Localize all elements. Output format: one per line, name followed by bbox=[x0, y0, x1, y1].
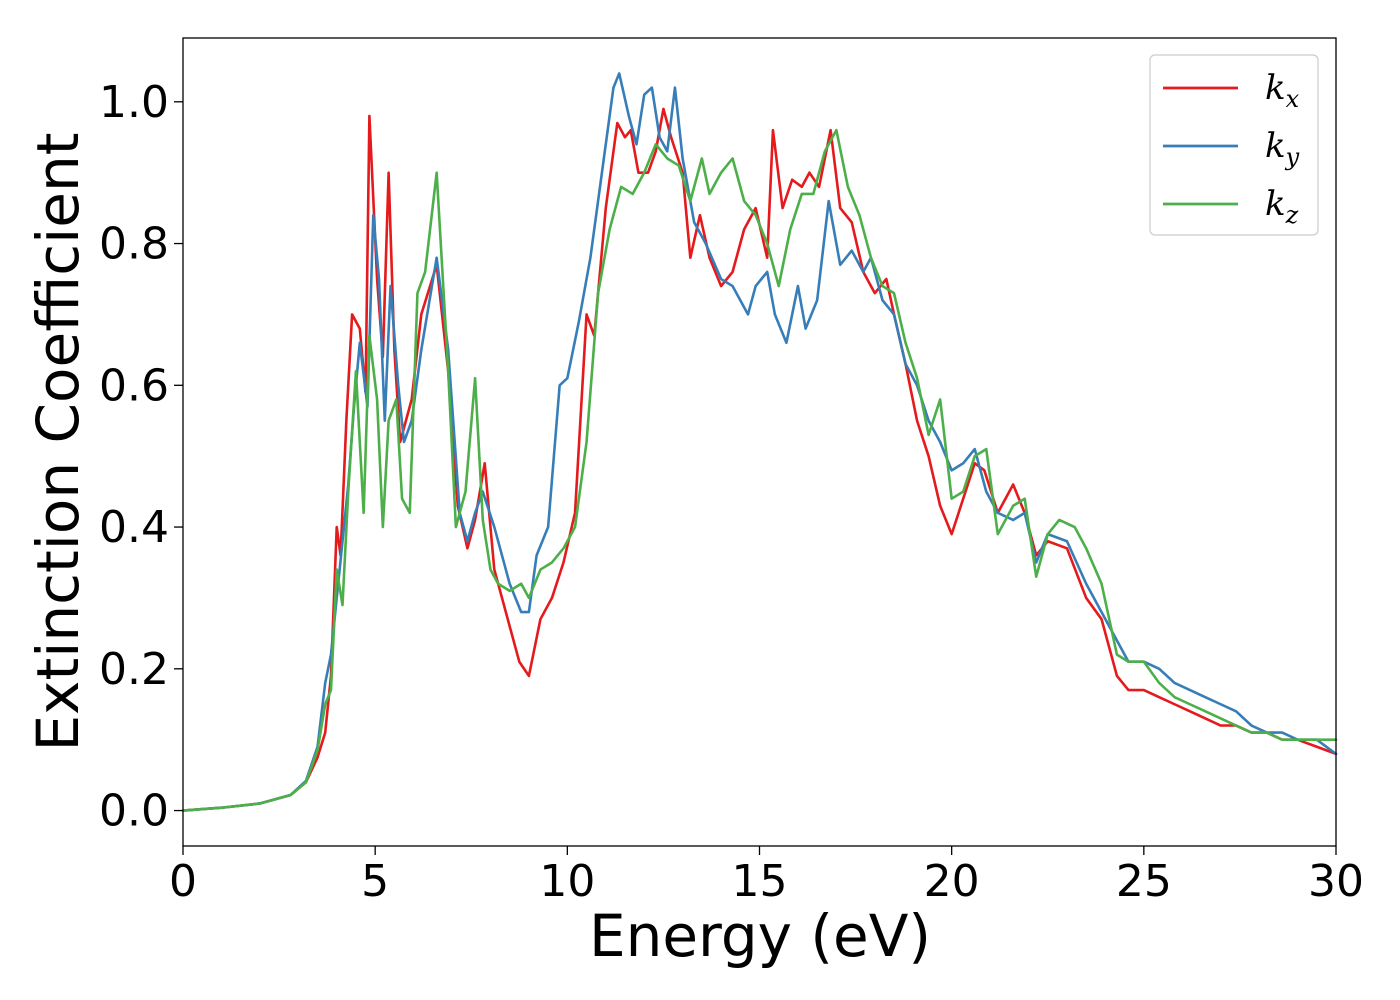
y-tick-label: 0.0 bbox=[99, 786, 169, 837]
legend-label-ky: ky bbox=[1265, 126, 1300, 171]
legend-label-kz: kz bbox=[1265, 184, 1299, 229]
x-tick-label: 30 bbox=[1308, 856, 1364, 907]
series-line-kx bbox=[181, 107, 1338, 812]
legend-items: kx ky kz bbox=[1163, 68, 1300, 229]
y-axis-label: Extinction Coefficient bbox=[24, 133, 92, 752]
legend: kx ky kz bbox=[1149, 54, 1319, 236]
y-tick-label: 1.0 bbox=[99, 77, 169, 128]
series-line-kz bbox=[181, 128, 1338, 812]
x-tick-label: 10 bbox=[539, 856, 595, 907]
x-tick-label: 25 bbox=[1116, 856, 1172, 907]
x-tick-label: 0 bbox=[169, 856, 197, 907]
x-tick-label: 15 bbox=[732, 856, 788, 907]
x-axis-ticks: 0 5 10 15 20 25 30 bbox=[169, 846, 1364, 907]
series-line-ky bbox=[181, 72, 1338, 812]
legend-label-kx: kx bbox=[1265, 68, 1300, 113]
x-axis-label: Energy (eV) bbox=[589, 902, 931, 970]
x-tick-label: 20 bbox=[924, 856, 980, 907]
y-axis-ticks: 0.0 0.2 0.4 0.6 0.8 1.0 bbox=[99, 77, 183, 837]
plot-lines bbox=[181, 72, 1338, 812]
y-tick-label: 0.4 bbox=[99, 502, 169, 553]
x-tick-label: 5 bbox=[361, 856, 389, 907]
y-tick-label: 0.6 bbox=[99, 360, 169, 411]
y-tick-label: 0.8 bbox=[99, 219, 169, 270]
y-tick-label: 0.2 bbox=[99, 644, 169, 695]
